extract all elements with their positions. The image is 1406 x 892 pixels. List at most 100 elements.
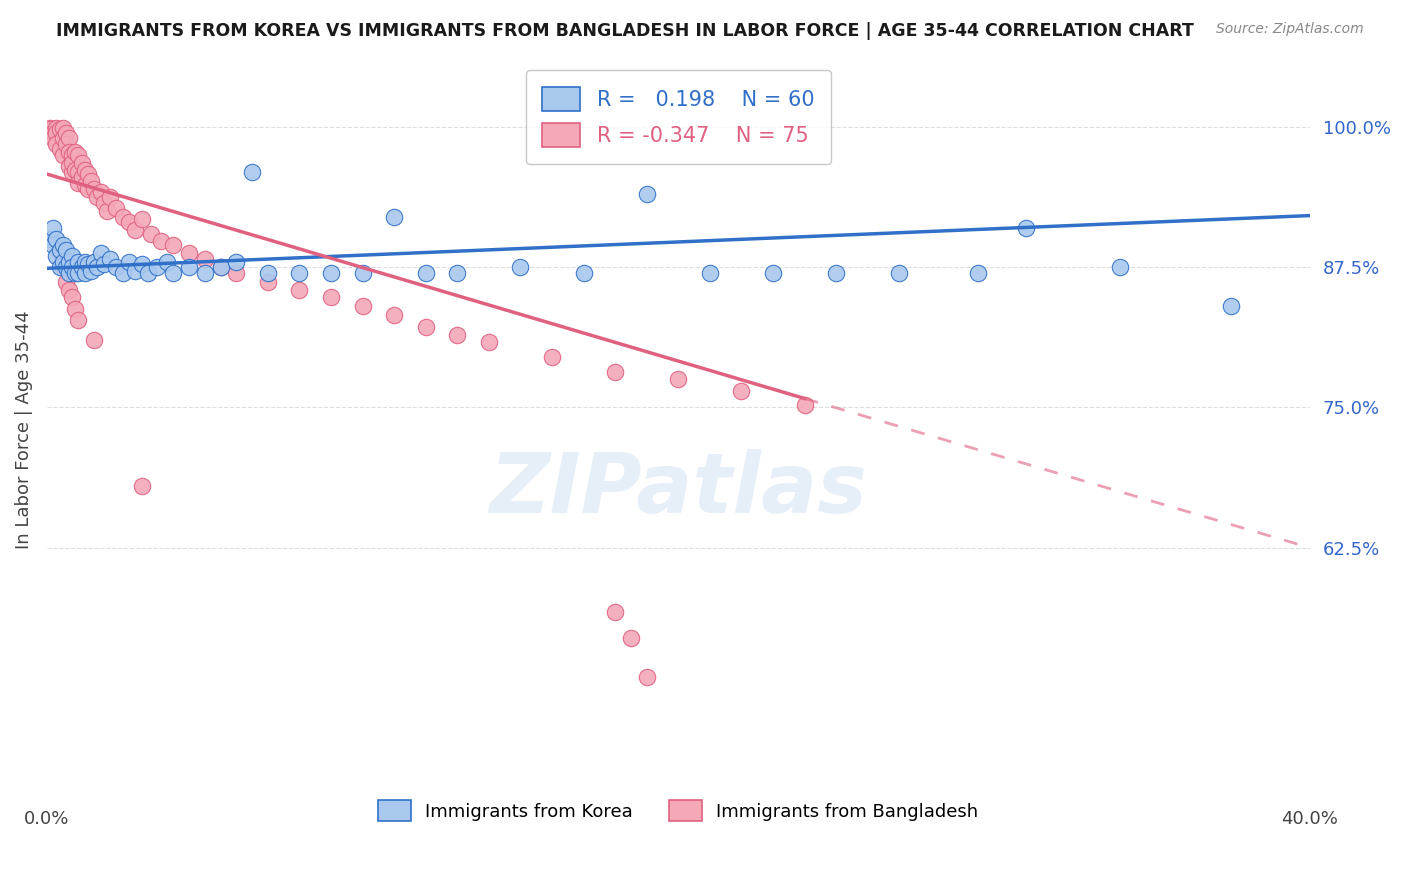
Point (83, 333, 105, 347)
Point (48, 245, 70, 260)
Point (60, 148, 83, 162)
Point (382, 309, 405, 323)
Point (67, 176, 90, 190)
Point (620, 631, 643, 645)
Point (382, 210, 405, 224)
Point (509, 260, 531, 275)
Point (67, 165, 90, 179)
Point (194, 266, 217, 280)
Text: IMMIGRANTS FROM KOREA VS IMMIGRANTS FROM BANGLADESH IN LABOR FORCE | AGE 35-44 C: IMMIGRANTS FROM KOREA VS IMMIGRANTS FROM… (56, 22, 1194, 40)
Point (177, 260, 200, 275)
Point (55, 244, 77, 258)
Point (52, 131, 75, 145)
Point (52, 121, 75, 136)
Point (45, 136, 67, 151)
Point (58, 283, 80, 297)
Point (118, 254, 141, 268)
Point (55, 136, 77, 151)
Point (83, 181, 105, 195)
Point (93, 196, 115, 211)
Point (60, 260, 83, 275)
Point (67, 266, 90, 280)
Point (105, 260, 128, 275)
Point (77, 167, 100, 181)
Point (446, 327, 468, 342)
Point (825, 266, 848, 280)
Point (136, 266, 159, 280)
Point (48, 122, 70, 136)
Point (45, 121, 67, 136)
Point (60, 249, 83, 263)
Text: Source: ZipAtlas.com: Source: ZipAtlas.com (1216, 22, 1364, 37)
Point (60, 291, 83, 305)
Point (67, 148, 90, 162)
Point (131, 211, 153, 226)
Point (45, 232, 67, 246)
Point (240, 165, 263, 179)
Point (1219, 300, 1241, 314)
Point (1109, 260, 1132, 275)
Point (118, 215, 141, 229)
Point (55, 260, 77, 275)
Point (77, 257, 100, 271)
Point (209, 260, 232, 275)
Point (162, 237, 184, 252)
Point (636, 670, 658, 684)
Point (58, 145, 80, 159)
Point (39, 121, 62, 136)
Point (39, 232, 62, 246)
Point (90, 185, 112, 199)
Point (65, 145, 87, 159)
Point (83, 254, 105, 268)
Point (541, 350, 564, 364)
Point (319, 291, 342, 305)
Point (42, 126, 65, 140)
Point (605, 605, 627, 619)
Point (156, 254, 179, 268)
Point (67, 254, 90, 268)
Point (605, 365, 627, 379)
Point (80, 263, 103, 277)
Point (55, 275, 77, 289)
Point (42, 237, 65, 252)
Point (39, 122, 62, 136)
Point (105, 201, 128, 215)
Point (478, 335, 501, 350)
Point (58, 266, 80, 280)
Legend: Immigrants from Korea, Immigrants from Bangladesh: Immigrants from Korea, Immigrants from B… (364, 786, 993, 836)
Point (48, 260, 70, 275)
Point (70, 260, 93, 275)
Point (225, 266, 247, 280)
Text: ZIPatlas: ZIPatlas (489, 449, 868, 530)
Point (67, 313, 90, 327)
Point (636, 187, 658, 202)
Point (42, 131, 65, 145)
Point (60, 156, 83, 170)
Point (52, 148, 75, 162)
Point (352, 266, 374, 280)
Point (93, 257, 115, 271)
Point (52, 254, 75, 268)
Point (111, 266, 134, 280)
Point (131, 257, 153, 271)
Point (177, 245, 200, 260)
Point (699, 266, 721, 280)
Point (58, 159, 80, 173)
Point (288, 266, 311, 280)
Point (86, 260, 108, 275)
Point (194, 252, 217, 267)
Point (1014, 221, 1036, 235)
Point (146, 260, 169, 275)
Point (793, 398, 815, 412)
Point (65, 162, 87, 177)
Point (98, 189, 121, 203)
Point (111, 210, 134, 224)
Point (48, 244, 70, 258)
Point (730, 384, 752, 398)
Point (73, 266, 96, 280)
Point (45, 249, 67, 263)
Point (124, 223, 146, 237)
Point (73, 178, 96, 193)
Y-axis label: In Labor Force | Age 35-44: In Labor Force | Age 35-44 (15, 310, 32, 549)
Point (90, 245, 112, 260)
